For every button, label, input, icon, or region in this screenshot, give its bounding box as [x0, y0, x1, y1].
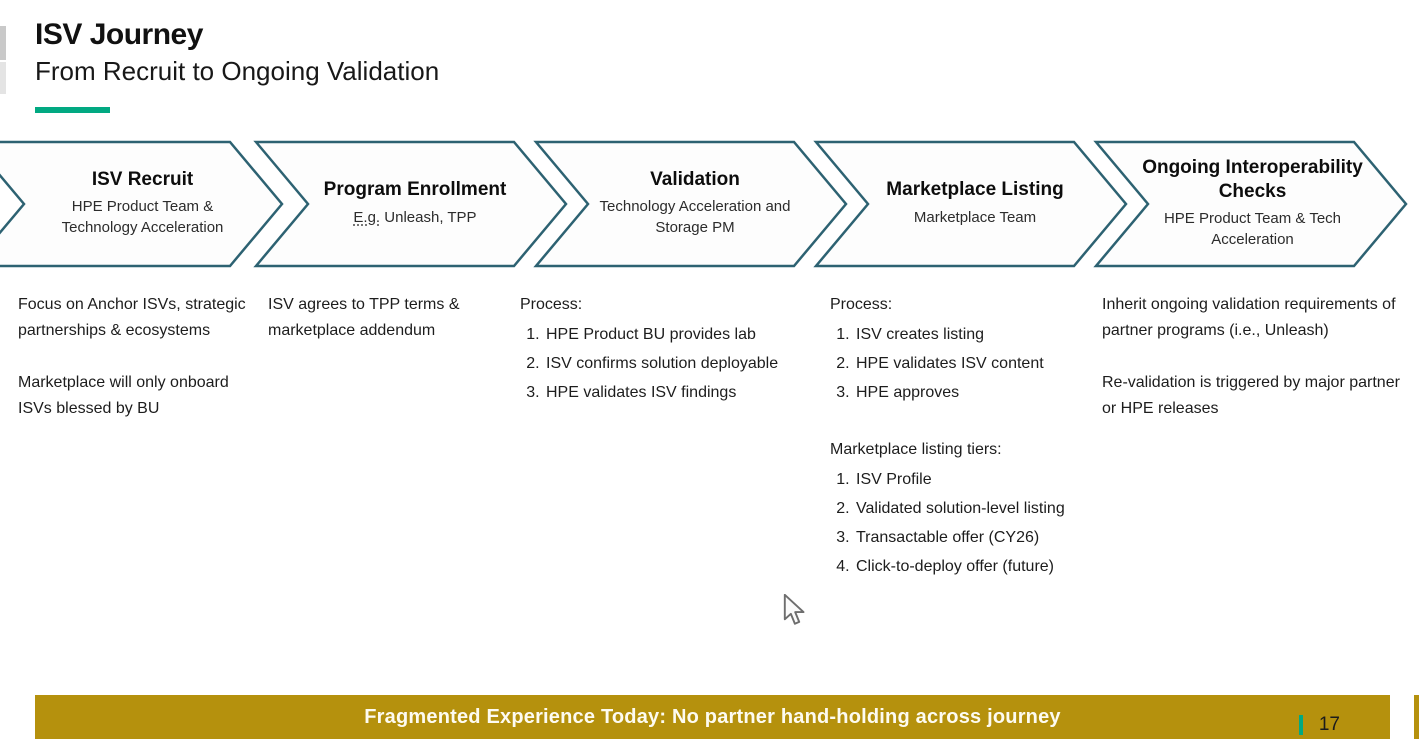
chevron-title: Ongoing Interoperability Checks	[1142, 157, 1363, 202]
chevron-label-ongoing-checks: Ongoing Interoperability Checks HPE Prod…	[1115, 140, 1390, 266]
listing-tiers-block: Marketplace listing tiers: ISV Profile V…	[830, 437, 1115, 581]
chevron-subtitle: Technology Acceleration and Storage PM	[599, 198, 791, 237]
tiers-list: ISV Profile Validated solution-level lis…	[830, 465, 1115, 581]
chevron-shape-ongoing-checks	[1093, 140, 1408, 268]
banner-edge-sliver	[1414, 695, 1419, 739]
list-item: HPE validates ISV findings	[544, 378, 825, 407]
journey-chevron-band	[0, 140, 1408, 268]
chevron-label-validation: Validation Technology Acceleration and S…	[590, 140, 800, 266]
chevron-subtitle: E.g. Unleash, TPP	[353, 207, 476, 228]
spellcheck-underlined-text: E.g.	[353, 208, 381, 226]
chevron-shape-program-enrollment	[253, 140, 568, 268]
page-subtitle: From Recruit to Ongoing Validation	[35, 55, 440, 86]
list-item: Validated solution-level listing	[854, 494, 1115, 523]
note-paragraph: ISV agrees to TPP terms & marketplace ad…	[268, 296, 460, 339]
chevron-subtitle: HPE Product Team & Technology Accelerati…	[61, 198, 224, 237]
page-number-tick	[1298, 715, 1303, 735]
page-number: 17	[1318, 714, 1340, 735]
chevron-label-isv-recruit: ISV Recruit HPE Product Team & Technolog…	[35, 140, 250, 266]
list-heading: Marketplace listing tiers:	[830, 441, 1002, 458]
note-paragraph: Re-validation is triggered by major part…	[1102, 374, 1400, 417]
process-list: HPE Product BU provides lab ISV confirms…	[520, 320, 825, 407]
list-item: Click-to-deploy offer (future)	[854, 552, 1115, 581]
list-item: HPE Product BU provides lab	[544, 320, 825, 349]
chevron-subtitle: Marketplace Team	[913, 208, 1037, 226]
chevron-subtitle-rest: Unleash, TPP	[384, 208, 477, 226]
chevron-shape-isv-recruit	[0, 140, 284, 268]
notes-column-validation: Process: HPE Product BU provides lab ISV…	[520, 292, 825, 407]
bottom-banner: Fragmented Experience Today: No partner …	[35, 695, 1390, 739]
page-title: ISV Journey	[35, 18, 203, 51]
note-paragraph: Inherit ongoing validation requirements …	[1102, 296, 1396, 339]
slide-header: ISV Journey From Recruit to Ongoing Vali…	[35, 18, 439, 87]
chevron-title: Marketplace Listing	[886, 179, 1064, 201]
notes-column-isv-recruit: Focus on Anchor ISVs, strategic partners…	[18, 292, 256, 422]
chevron-title: Program Enrollment	[323, 179, 507, 201]
notes-column-marketplace-listing: Process: ISV creates listing HPE validat…	[830, 292, 1115, 581]
list-item: ISV creates listing	[854, 320, 1115, 349]
window-edge-artifact	[0, 26, 6, 60]
page-number-group: 17	[1298, 714, 1340, 736]
chevron-shape-validation	[533, 140, 848, 268]
chevron-shape-marketplace-listing	[813, 140, 1128, 268]
chevron-label-program-enrollment: Program Enrollment E.g. Unleash, TPP	[310, 140, 520, 266]
list-item: ISV confirms solution deployable	[544, 349, 825, 378]
list-item: ISV Profile	[854, 465, 1115, 494]
window-edge-artifact	[0, 62, 6, 94]
list-item: HPE validates ISV content	[854, 349, 1115, 378]
chevron-subtitle: HPE Product Team & Tech Acceleration	[1163, 209, 1342, 248]
chevron-title: ISV Recruit	[91, 168, 194, 190]
chevron-label-marketplace-listing: Marketplace Listing Marketplace Team	[865, 140, 1085, 266]
banner-text: Fragmented Experience Today: No partner …	[364, 705, 1061, 728]
list-item: HPE approves	[854, 378, 1115, 407]
mouse-cursor-icon	[783, 594, 805, 625]
note-paragraph: Marketplace will only onboard ISVs bless…	[18, 374, 229, 417]
accent-underline	[35, 107, 110, 113]
list-item: Transactable offer (CY26)	[854, 523, 1115, 552]
notes-column-program-enrollment: ISV agrees to TPP terms & marketplace ad…	[268, 292, 513, 344]
list-heading: Process:	[830, 296, 893, 313]
notes-column-ongoing-checks: Inherit ongoing validation requirements …	[1102, 292, 1402, 422]
note-paragraph: Focus on Anchor ISVs, strategic partners…	[18, 296, 246, 339]
chevron-title: Validation	[650, 168, 740, 190]
process-list: ISV creates listing HPE validates ISV co…	[830, 320, 1115, 407]
list-heading: Process:	[520, 296, 583, 313]
